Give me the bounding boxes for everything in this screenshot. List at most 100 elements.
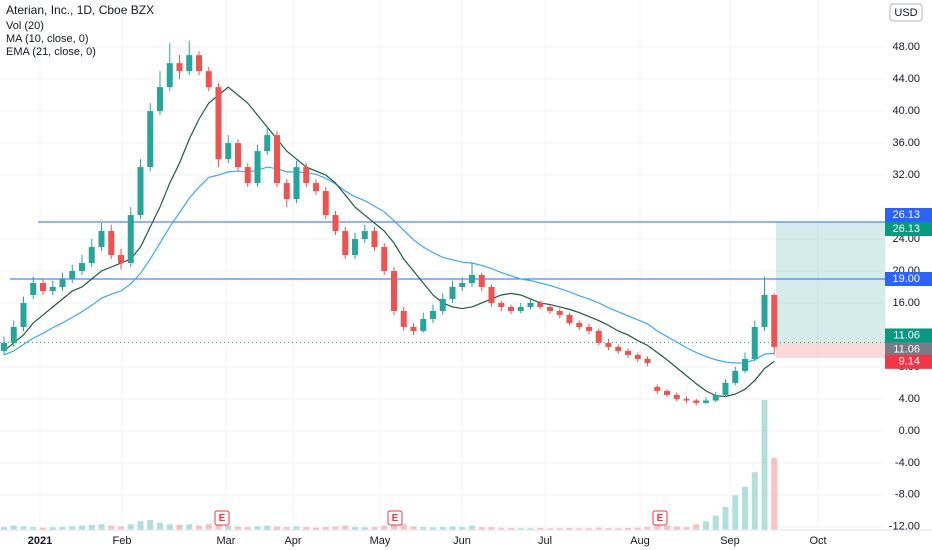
candle-body <box>469 275 475 283</box>
candle-body <box>391 271 397 311</box>
candle-body <box>742 358 748 371</box>
candle-body <box>313 183 319 192</box>
price-box-label: 11.06 <box>893 343 920 355</box>
price-box-label: 26.13 <box>892 209 920 221</box>
candle-body <box>556 310 563 315</box>
candle-body <box>40 282 46 291</box>
earnings-icon <box>387 510 403 526</box>
candle-body <box>10 326 17 343</box>
y-tick-label: 16.00 <box>892 297 920 309</box>
volume-bar <box>488 527 495 530</box>
candle-body <box>20 302 27 327</box>
volume-bar <box>634 527 641 530</box>
candle-body <box>215 87 222 160</box>
y-tick-label: 32.00 <box>892 169 920 181</box>
candle-body <box>342 231 349 256</box>
indicator-label: Vol (20) <box>6 20 44 32</box>
volume-bar <box>371 527 378 530</box>
candle-body <box>576 322 583 327</box>
volume-bar <box>605 527 612 530</box>
volume-bar <box>118 526 124 530</box>
volume-bar <box>10 525 17 530</box>
volume-bar <box>527 528 534 530</box>
candle-body <box>98 231 105 248</box>
volume-bar <box>693 524 700 530</box>
volume-bar <box>771 457 778 530</box>
volume-bar <box>225 525 232 530</box>
volume-bar <box>430 527 436 530</box>
currency-box[interactable] <box>889 3 923 22</box>
candle-body <box>118 255 124 264</box>
candle-body <box>517 306 524 311</box>
volume-bar <box>293 526 300 530</box>
volume-bar <box>420 527 427 530</box>
y-tick-label: 48.00 <box>892 41 920 53</box>
candle-body <box>400 310 407 327</box>
y-tick-label: 36.00 <box>892 137 920 149</box>
volume-bar <box>127 524 134 530</box>
volume-bar <box>88 524 95 530</box>
candle-body <box>751 326 758 359</box>
candle-body <box>693 400 700 403</box>
candle-body <box>235 143 241 168</box>
candle-body <box>293 167 300 200</box>
candle-body <box>712 394 719 401</box>
x-tick-label: Aug <box>630 535 650 547</box>
candle-body <box>634 354 641 359</box>
candle-body <box>449 286 456 299</box>
volume-bar <box>196 525 202 530</box>
volume-bar <box>732 495 739 530</box>
currency[interactable]: USD <box>894 7 917 19</box>
volume-bar <box>722 506 729 530</box>
volume-bar <box>683 527 690 530</box>
volume-bar <box>20 526 27 530</box>
price-box-label: 19.00 <box>892 273 920 285</box>
volume-bar <box>644 527 651 530</box>
candle-body <box>186 55 193 72</box>
volume-bar <box>673 526 680 530</box>
volume-bar <box>547 528 553 530</box>
volume-bar <box>59 527 66 530</box>
candle-body <box>147 111 154 168</box>
volume-bar <box>186 524 193 530</box>
volume-bar <box>215 521 222 530</box>
candle-body <box>595 330 602 343</box>
volume-bar <box>342 525 349 530</box>
ema-line <box>3 166 775 364</box>
volume-bar <box>254 526 261 530</box>
candle-body <box>59 278 66 287</box>
y-tick-label: -4.00 <box>895 457 920 469</box>
candle-body <box>673 394 680 399</box>
y-tick-label: 40.00 <box>892 105 920 117</box>
stop-zone <box>776 342 885 358</box>
volume-bar <box>391 521 397 530</box>
y-tick-label: -12.00 <box>889 521 920 533</box>
volume-bar <box>176 524 183 530</box>
candle-body <box>410 326 417 331</box>
candle-body <box>49 286 56 291</box>
volume-bar <box>205 524 212 530</box>
volume-bar <box>586 528 592 530</box>
volume-bar <box>449 526 456 530</box>
candle-body <box>420 318 427 331</box>
volume-bar <box>313 527 319 530</box>
price-box <box>885 328 932 343</box>
candle-body <box>430 310 436 319</box>
candle-body <box>654 386 661 391</box>
volume-bar <box>79 525 85 530</box>
volume-bar <box>1 527 7 530</box>
candle-body <box>283 183 290 200</box>
candle-body <box>371 231 378 248</box>
target-zone <box>776 221 885 343</box>
volume-bar <box>712 515 719 530</box>
x-tick-label: 2021 <box>28 535 52 547</box>
volume-bar <box>576 528 583 530</box>
candle-body <box>722 382 729 395</box>
volume-bar <box>478 527 485 530</box>
candle-body <box>664 390 670 395</box>
volume-bar <box>703 521 709 530</box>
candle-body <box>488 286 495 303</box>
price-box-label: 26.13 <box>892 223 920 235</box>
volume-bar <box>40 527 46 530</box>
volume-bar <box>537 527 544 530</box>
